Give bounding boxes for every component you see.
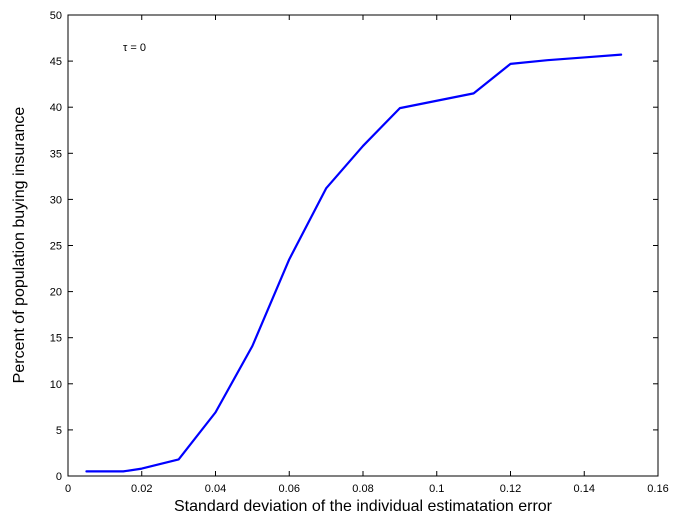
- x-tick-label: 0.14: [574, 483, 595, 495]
- x-tick-label: 0.16: [647, 483, 668, 495]
- series-line-0: [85, 53, 623, 473]
- series-group: [85, 53, 623, 473]
- y-tick-label: 5: [56, 425, 62, 437]
- plot-area: [67, 14, 659, 477]
- y-tick-label: 20: [50, 287, 62, 299]
- y-axis-label: Percent of population buying insurance: [11, 107, 28, 384]
- y-tick-label: 50: [50, 10, 62, 22]
- y-tick-label: 35: [50, 148, 62, 160]
- y-tick-label: 0: [56, 471, 62, 483]
- ticks-group: 0 0.02 0.04 0.06 0.08 0.1 0.12 0.14 0.16 0 5 10 15 20…: [50, 10, 669, 495]
- x-tick-label: 0.06: [279, 483, 300, 495]
- y-tick-label: 45: [50, 56, 62, 68]
- tau-annotation: τ = 0: [123, 42, 146, 54]
- x-tick-label: 0.12: [500, 483, 521, 495]
- y-tick-label: 10: [50, 379, 62, 391]
- y-tick-label: 40: [50, 102, 62, 114]
- x-axis-label: Standard deviation of the individual est…: [174, 498, 553, 515]
- x-tick-label: 0: [65, 483, 71, 495]
- x-tick-label: 0.04: [205, 483, 226, 495]
- y-tick-label: 30: [50, 194, 62, 206]
- x-tick-label: 0.1: [429, 483, 444, 495]
- x-tick-label: 0.08: [352, 483, 373, 495]
- y-tick-label: 25: [50, 241, 62, 253]
- x-tick-label: 0.02: [131, 483, 152, 495]
- y-tick-label: 15: [50, 333, 62, 345]
